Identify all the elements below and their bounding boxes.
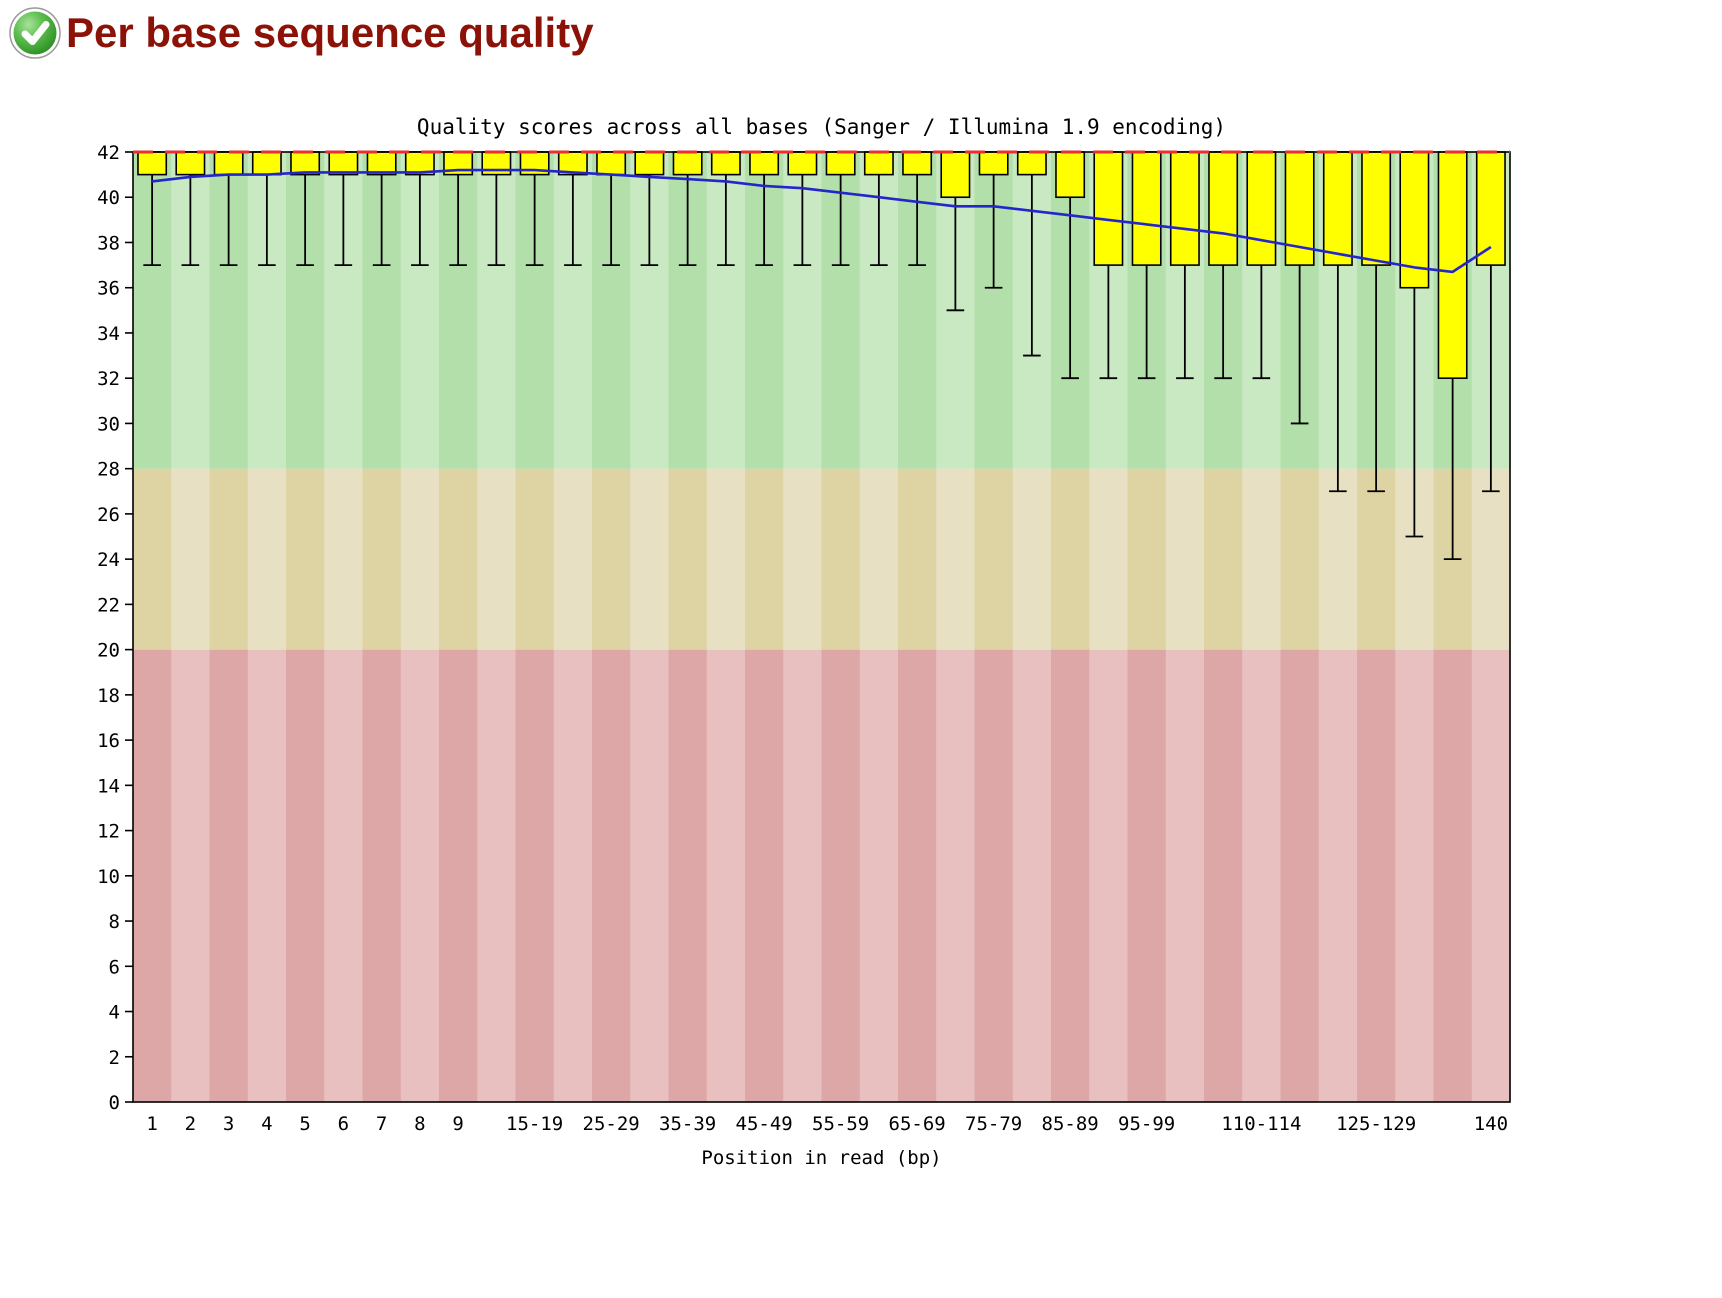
svg-text:14: 14 [97, 775, 120, 797]
iqr-box [1361, 151, 1392, 266]
iqr-box [175, 151, 206, 176]
iqr-box [1016, 151, 1047, 176]
iqr-box [1475, 151, 1506, 266]
iqr-box [251, 151, 282, 176]
iqr-box [787, 151, 818, 176]
iqr-box [710, 151, 741, 176]
iqr-box [1055, 151, 1086, 199]
iqr-box [1093, 151, 1124, 266]
module-header: Per base sequence quality [8, 6, 594, 60]
svg-text:8: 8 [414, 1113, 425, 1135]
svg-text:55-59: 55-59 [812, 1113, 869, 1135]
page-title: Per base sequence quality [66, 9, 594, 56]
svg-text:3: 3 [223, 1113, 234, 1135]
iqr-box [749, 151, 780, 176]
iqr-box [978, 151, 1009, 176]
iqr-box [634, 151, 665, 176]
svg-text:8: 8 [109, 911, 120, 933]
iqr-box [825, 151, 856, 176]
chart-title: Quality scores across all bases (Sanger … [417, 115, 1226, 139]
iqr-box [672, 151, 703, 176]
mean-quality-line [151, 168, 1492, 274]
svg-text:65-69: 65-69 [889, 1113, 946, 1135]
x-axis-title: Position in read (bp) [701, 1147, 941, 1169]
iqr-box [1169, 151, 1200, 266]
svg-text:75-79: 75-79 [965, 1113, 1022, 1135]
svg-text:15-19: 15-19 [506, 1113, 563, 1135]
iqr-box [213, 151, 244, 176]
iqr-box [1208, 151, 1239, 266]
svg-text:10: 10 [97, 866, 120, 888]
svg-text:4: 4 [261, 1113, 272, 1135]
svg-text:110-114: 110-114 [1221, 1113, 1301, 1135]
svg-text:35-39: 35-39 [659, 1113, 716, 1135]
svg-text:24: 24 [97, 549, 120, 571]
svg-text:38: 38 [97, 232, 120, 254]
svg-text:85-89: 85-89 [1042, 1113, 1099, 1135]
chart-background-bands [133, 152, 1511, 1102]
svg-text:9: 9 [452, 1113, 463, 1135]
x-axis: 1 2 3 4 5 6 7 8 9 15-19 25-29 35-39 45-49 55-59 65-69 7… [146, 1113, 1508, 1135]
pass-check-icon [9, 7, 61, 59]
iqr-box [863, 151, 894, 176]
svg-text:5: 5 [299, 1113, 310, 1135]
svg-text:2: 2 [185, 1113, 196, 1135]
svg-text:18: 18 [97, 685, 120, 707]
svg-text:45-49: 45-49 [736, 1113, 793, 1135]
iqr-box [137, 151, 168, 176]
svg-text:140: 140 [1474, 1113, 1508, 1135]
svg-text:25-29: 25-29 [583, 1113, 640, 1135]
svg-text:36: 36 [97, 278, 120, 300]
svg-text:6: 6 [338, 1113, 349, 1135]
svg-text:22: 22 [97, 594, 120, 616]
svg-text:6: 6 [109, 956, 120, 978]
iqr-box [596, 151, 627, 176]
iqr-box [940, 151, 971, 199]
svg-text:95-99: 95-99 [1118, 1113, 1175, 1135]
svg-text:12: 12 [97, 821, 120, 843]
iqr-box [1246, 151, 1277, 266]
iqr-box [1131, 151, 1162, 266]
svg-text:7: 7 [376, 1113, 387, 1135]
svg-text:125-129: 125-129 [1336, 1113, 1416, 1135]
svg-text:4: 4 [109, 1002, 120, 1024]
svg-text:1: 1 [146, 1113, 157, 1135]
svg-text:32: 32 [97, 368, 120, 390]
svg-text:26: 26 [97, 504, 120, 526]
svg-text:16: 16 [97, 730, 120, 752]
svg-text:2: 2 [109, 1047, 120, 1069]
svg-text:30: 30 [97, 413, 120, 435]
boxplot-bins [137, 151, 1506, 561]
svg-text:28: 28 [97, 459, 120, 481]
svg-text:34: 34 [97, 323, 120, 345]
svg-text:20: 20 [97, 640, 120, 662]
svg-text:42: 42 [97, 142, 120, 164]
iqr-box [1322, 151, 1353, 266]
iqr-box [902, 151, 933, 176]
svg-text:0: 0 [109, 1092, 120, 1114]
svg-text:40: 40 [97, 187, 120, 209]
